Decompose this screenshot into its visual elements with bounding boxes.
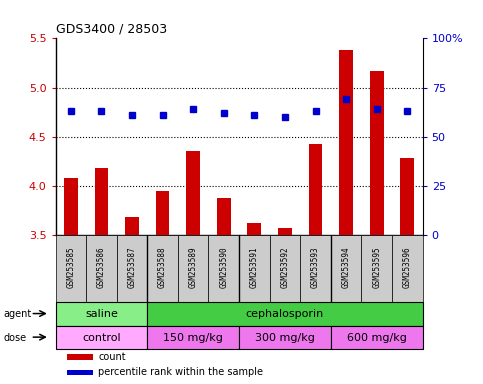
Text: GSM253589: GSM253589 xyxy=(189,246,198,288)
Text: GSM253595: GSM253595 xyxy=(372,246,381,288)
Text: GSM253585: GSM253585 xyxy=(66,246,75,288)
Bar xyxy=(239,235,270,302)
Text: saline: saline xyxy=(85,309,118,319)
Text: GSM253593: GSM253593 xyxy=(311,246,320,288)
Text: GSM253592: GSM253592 xyxy=(281,246,289,288)
Bar xyxy=(147,326,239,349)
Bar xyxy=(125,217,139,235)
Bar xyxy=(370,71,384,235)
Bar xyxy=(300,235,331,302)
Bar xyxy=(86,235,117,302)
Bar xyxy=(95,168,108,235)
Bar xyxy=(56,326,147,349)
Bar xyxy=(339,50,353,235)
Text: GSM253591: GSM253591 xyxy=(250,246,259,288)
Text: control: control xyxy=(82,333,121,343)
Bar xyxy=(147,235,178,302)
Bar xyxy=(270,235,300,302)
Text: GDS3400 / 28503: GDS3400 / 28503 xyxy=(56,23,167,36)
Bar xyxy=(117,235,147,302)
Bar xyxy=(64,178,78,235)
Text: agent: agent xyxy=(3,309,31,319)
Bar xyxy=(278,228,292,235)
Bar xyxy=(392,235,423,302)
Bar xyxy=(67,354,93,360)
Bar xyxy=(247,223,261,235)
Bar xyxy=(331,326,423,349)
Bar xyxy=(56,235,86,302)
Bar xyxy=(209,235,239,302)
Bar xyxy=(67,370,93,375)
Text: dose: dose xyxy=(3,333,27,343)
Text: 600 mg/kg: 600 mg/kg xyxy=(347,333,407,343)
Text: percentile rank within the sample: percentile rank within the sample xyxy=(99,367,264,377)
Bar xyxy=(361,235,392,302)
Text: GSM253596: GSM253596 xyxy=(403,246,412,288)
Bar xyxy=(309,144,323,235)
Text: 150 mg/kg: 150 mg/kg xyxy=(163,333,223,343)
Bar xyxy=(239,326,331,349)
Bar xyxy=(56,302,147,326)
Text: GSM253590: GSM253590 xyxy=(219,246,228,288)
Bar xyxy=(400,158,414,235)
Text: GSM253594: GSM253594 xyxy=(341,246,351,288)
Bar xyxy=(331,235,361,302)
Text: 300 mg/kg: 300 mg/kg xyxy=(255,333,315,343)
Bar xyxy=(178,235,209,302)
Text: GSM253587: GSM253587 xyxy=(128,246,137,288)
Text: count: count xyxy=(99,352,126,362)
Text: GSM253586: GSM253586 xyxy=(97,246,106,288)
Text: cephalosporin: cephalosporin xyxy=(246,309,324,319)
Bar xyxy=(147,302,423,326)
Bar xyxy=(186,151,200,235)
Text: GSM253588: GSM253588 xyxy=(158,246,167,288)
Bar xyxy=(217,199,231,235)
Bar xyxy=(156,190,170,235)
